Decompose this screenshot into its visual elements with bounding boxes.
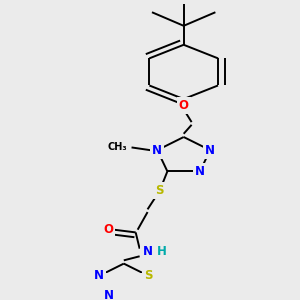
Text: O: O bbox=[179, 99, 189, 112]
Text: S: S bbox=[155, 184, 164, 197]
Text: O: O bbox=[103, 223, 113, 236]
Text: N: N bbox=[205, 144, 215, 157]
Text: CH₃: CH₃ bbox=[108, 142, 128, 152]
Text: S: S bbox=[144, 269, 152, 282]
Text: N: N bbox=[142, 245, 153, 258]
Text: N: N bbox=[195, 165, 205, 178]
Text: N: N bbox=[94, 269, 104, 282]
Text: H: H bbox=[157, 245, 166, 258]
Text: N: N bbox=[103, 289, 114, 300]
Text: N: N bbox=[152, 144, 162, 157]
